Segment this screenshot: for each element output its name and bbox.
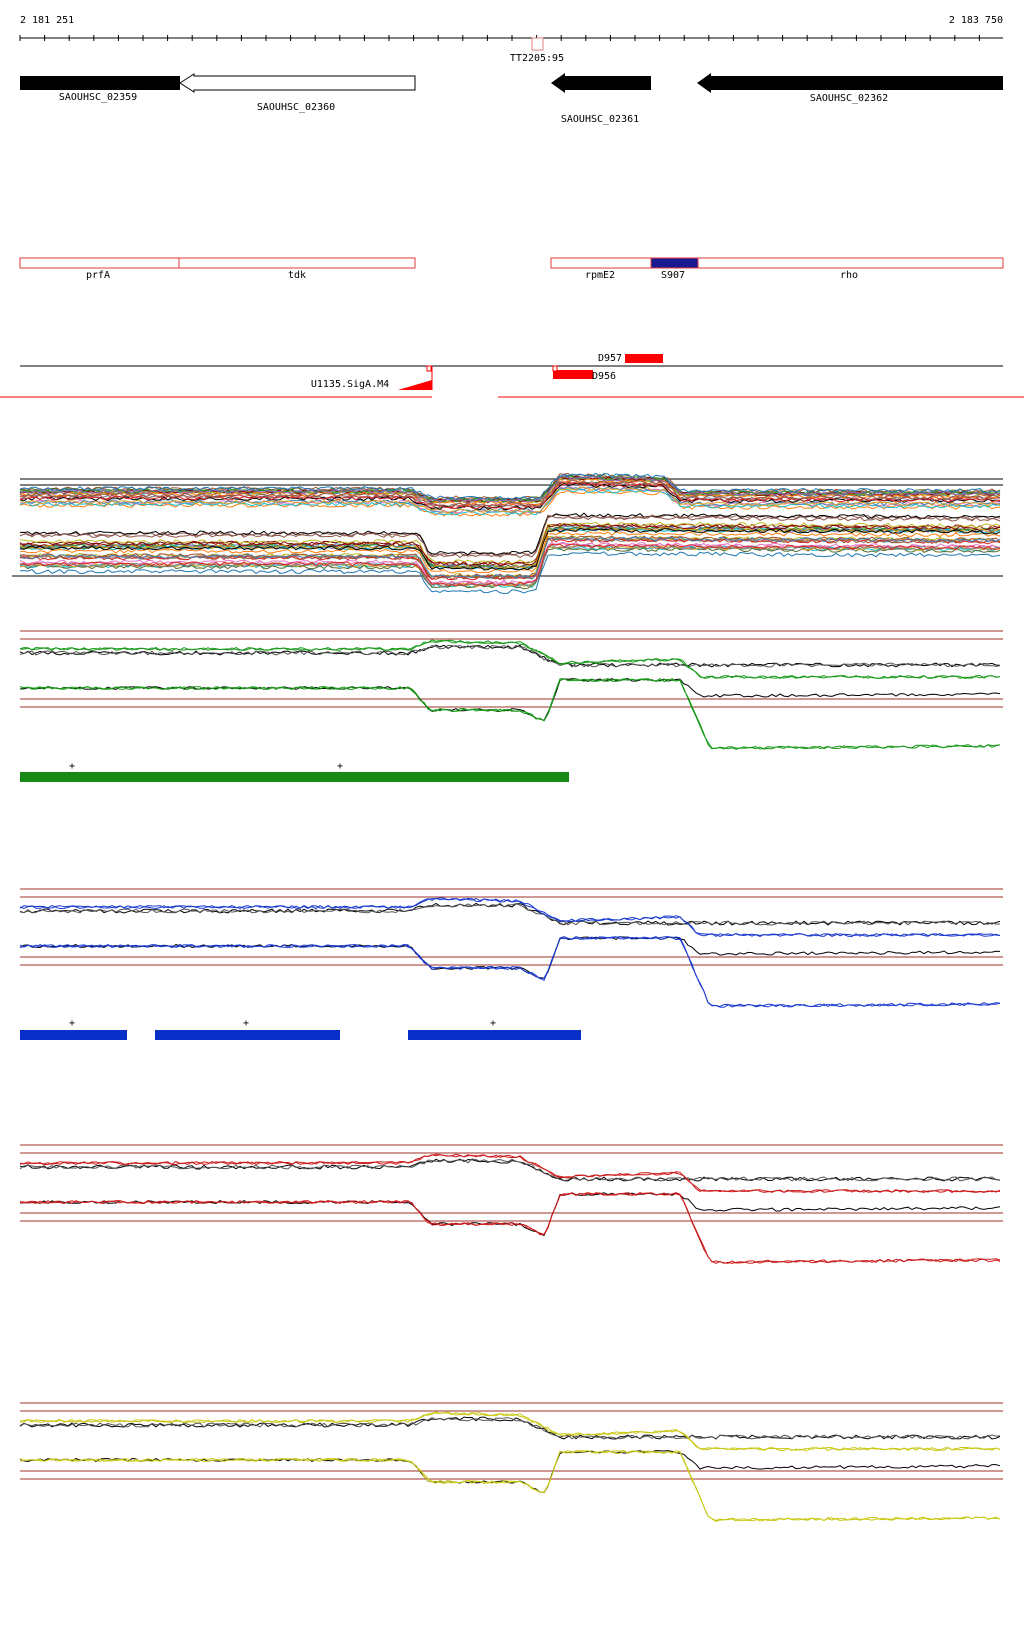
expression-line — [19, 482, 1001, 510]
annotation-label: S907 — [661, 270, 685, 281]
condition-profile-lower — [19, 936, 1001, 1008]
promoter-triangle[interactable] — [398, 380, 432, 390]
annotation-box-rho[interactable] — [697, 257, 1004, 269]
expression-line — [19, 530, 1001, 574]
condition-profile-lower — [19, 677, 1001, 750]
promoter-label: U1135.SigA.M4 — [311, 379, 389, 390]
annotation-label: tdk — [288, 270, 306, 281]
annotation-label: rho — [840, 270, 858, 281]
expression-line — [19, 551, 1001, 595]
condition-profile-upper — [19, 1153, 1001, 1193]
blue-region-bar[interactable] — [155, 1030, 340, 1040]
annotation-box-s907[interactable] — [650, 257, 699, 269]
segment-d956[interactable] — [553, 370, 593, 379]
annotation-box-prfa[interactable] — [19, 257, 180, 269]
reference-profile-upper — [19, 902, 1001, 926]
gene-label: SAOUHSC_02362 — [810, 93, 888, 104]
gene-arrow-saouhsc-02362[interactable] — [697, 73, 1003, 93]
blue-condition-track — [19, 888, 1003, 1008]
promoter-marker[interactable] — [426, 365, 432, 372]
gene-track: SAOUHSC_02359 SAOUHSC_02360 SAOUHSC_0236… — [20, 73, 1003, 125]
reference-profile-upper — [19, 902, 1001, 926]
annotation-label: rpmE2 — [585, 270, 615, 281]
reference-profile-upper — [19, 1417, 1001, 1440]
region-mark: + — [69, 761, 75, 772]
expression-line — [19, 515, 1001, 559]
condition-profile-lower — [19, 1449, 1001, 1523]
condition-profile-upper — [19, 1411, 1001, 1451]
condition-profile-lower — [19, 1192, 1001, 1264]
condition-profile-upper — [19, 639, 1001, 679]
expression-line — [19, 472, 1001, 500]
gene-label: SAOUHSC_02359 — [59, 92, 137, 103]
feature-track: U1135.SigA.M4 D957 D956 — [0, 353, 1024, 398]
expression-line — [19, 485, 1001, 514]
terminator-box[interactable] — [531, 37, 544, 51]
condition-profile-upper — [19, 897, 1001, 938]
expression-line — [19, 523, 1001, 567]
annotation-label: prfA — [86, 270, 110, 281]
region-mark: + — [490, 1018, 496, 1029]
annotation-box-rpme2[interactable] — [550, 257, 652, 269]
ruler-end-label: 2 183 750 — [949, 15, 1003, 26]
reference-profile-lower — [19, 1450, 1001, 1494]
green-condition-track — [19, 630, 1003, 750]
expression-line — [19, 486, 1001, 514]
segment-label: D956 — [592, 371, 616, 382]
terminator-marker[interactable]: TT2205:95 — [510, 37, 564, 64]
expression-line — [19, 541, 1001, 585]
expression-line — [19, 544, 1001, 588]
expression-line — [19, 527, 1001, 571]
region-mark: + — [337, 761, 343, 772]
segment-d957[interactable] — [625, 354, 663, 363]
segment-start-marker — [552, 365, 558, 372]
blue-region-bar[interactable] — [408, 1030, 581, 1040]
condition-profile-upper — [19, 639, 1001, 680]
expression-line — [19, 481, 1001, 509]
gene-label: SAOUHSC_02360 — [257, 102, 335, 113]
reference-profile-upper — [19, 1158, 1001, 1182]
coordinate-ruler: 2 181 251 2 183 750 — [19, 15, 1003, 41]
reference-profile-lower — [19, 1192, 1001, 1237]
green-region-bar[interactable] — [20, 772, 569, 782]
condition-profile-upper — [19, 897, 1001, 937]
blue-region-bar[interactable] — [20, 1030, 127, 1040]
reference-profile-upper — [19, 1416, 1001, 1440]
expression-line — [19, 475, 1001, 503]
yellow-condition-track — [19, 1402, 1003, 1523]
expression-line — [19, 543, 1001, 587]
reference-profile-upper — [19, 644, 1001, 668]
gene-label: SAOUHSC_02361 — [561, 114, 639, 125]
expression-line — [19, 479, 1001, 507]
gene-arrow-saouhsc-02360[interactable] — [179, 73, 416, 93]
region-mark: + — [243, 1018, 249, 1029]
condition-profile-lower — [19, 1450, 1001, 1522]
annotation-box-tdk[interactable] — [178, 257, 416, 269]
expression-line — [19, 536, 1001, 580]
region-bars: + + + + + — [20, 761, 581, 1040]
condition-profile-lower — [19, 935, 1001, 1008]
annotation-track: prfA tdk rpmE2 S907 rho — [19, 257, 1004, 281]
segment-label: D957 — [598, 353, 622, 364]
gene-arrow-saouhsc-02361[interactable] — [551, 73, 651, 93]
expression-line — [19, 521, 1001, 565]
expression-line — [19, 488, 1001, 516]
all-conditions-track — [12, 472, 1003, 595]
expression-line — [19, 482, 1001, 511]
expression-profiles — [12, 472, 1003, 1523]
region-mark: + — [69, 1018, 75, 1029]
expression-line — [19, 535, 1001, 579]
gene-arrow-saouhsc-02359[interactable] — [20, 76, 180, 90]
condition-profile-lower — [19, 678, 1001, 750]
red-condition-track — [19, 1144, 1003, 1264]
terminator-label: TT2205:95 — [510, 53, 564, 64]
ruler-start-label: 2 181 251 — [20, 15, 74, 26]
